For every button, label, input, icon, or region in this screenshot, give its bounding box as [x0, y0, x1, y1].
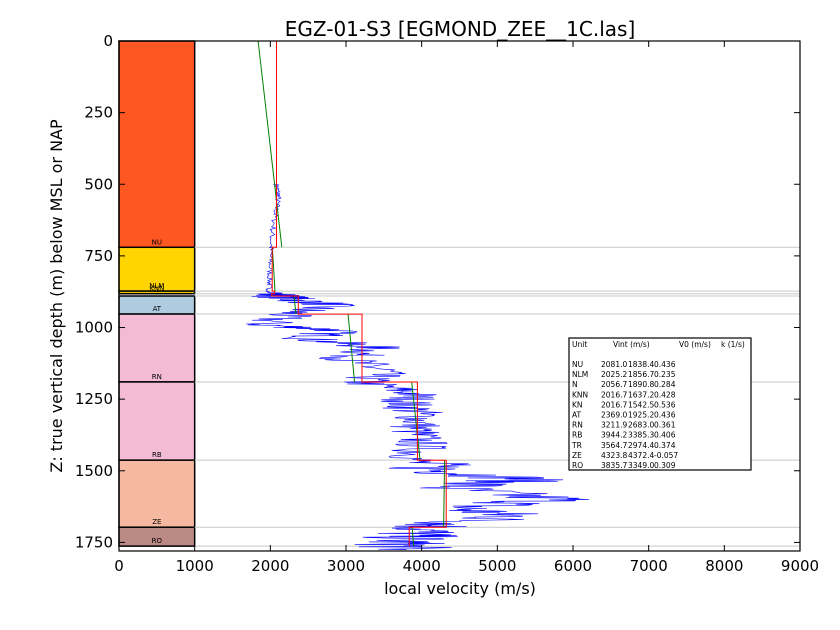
table-cell: 1856.7: [628, 370, 654, 379]
table-header: k (1/s): [721, 340, 745, 349]
x-tick-label: 4000: [403, 557, 441, 575]
interval-velocity-table: Unit Vint (m/s) V0 (m/s) k (1/s) NU 2081.0 183…: [568, 337, 752, 471]
series-interval-velocity: [271, 41, 447, 547]
table-cell: 2081.0: [601, 360, 627, 369]
table-cell: KNN: [572, 390, 588, 399]
table-cell: NU: [572, 360, 583, 369]
table-cell: TR: [571, 441, 582, 450]
table-cell: 2369.0: [601, 411, 627, 420]
table-header: V0 (m/s): [679, 340, 711, 349]
lithology-unit-rn: [118, 313, 196, 383]
lithology-unit-ze: [118, 459, 196, 528]
table-cell: 3564.7: [601, 441, 627, 450]
table-cell: -0.057: [654, 451, 678, 460]
x-tick-label: 5000: [478, 557, 516, 575]
lithology-label-nlm: NLM: [149, 282, 164, 290]
table-cell: 3349.0: [628, 461, 654, 470]
table-cell: 0.428: [654, 390, 676, 399]
table-cell: RB: [572, 431, 582, 440]
series-v0k-segment: [411, 381, 421, 461]
table-cell: 0.436: [654, 360, 676, 369]
x-tick-label: 7000: [630, 557, 668, 575]
table-cell: 3944.2: [601, 431, 627, 440]
table-cell: RN: [572, 421, 583, 430]
lithology-label-rb: RB: [152, 451, 162, 459]
velocity-series: [246, 40, 590, 550]
series-v0k-segment: [271, 247, 276, 292]
lithology-label-ro: RO: [152, 537, 163, 545]
y-tick-label: 1000: [75, 319, 113, 337]
table-cell: 0.374: [654, 441, 676, 450]
lithology-label-knn: KNN: [149, 285, 164, 293]
table-cell: 4372.4: [628, 451, 654, 460]
y-tick-label: 1750: [75, 533, 113, 551]
y-tick-label: 1250: [75, 390, 113, 408]
lithology-label-ze: ZE: [152, 518, 161, 526]
table-cell: 3385.3: [628, 431, 654, 440]
table-cell: 2974.4: [628, 441, 654, 450]
y-tick-label: 250: [84, 104, 113, 122]
table-cell: NLM: [572, 370, 588, 379]
lithology-label-at: AT: [153, 305, 162, 313]
x-tick-label: 6000: [554, 557, 592, 575]
x-tick-label: 3000: [327, 557, 365, 575]
x-tick-label: 1000: [176, 557, 214, 575]
x-axis-label: local velocity (m/s): [384, 579, 536, 598]
table-cell: 2025.2: [601, 370, 627, 379]
table-header: Vint (m/s): [613, 340, 650, 349]
chart-title: EGZ-01-S3 [EGMOND_ZEE__1C.las]: [285, 17, 636, 41]
lithology-label-rn: RN: [152, 373, 162, 381]
table-cell: RO: [572, 461, 583, 470]
table-cell: 1542.5: [628, 400, 654, 409]
table-cell: 0.536: [654, 400, 676, 409]
plot-frame: [118, 40, 801, 552]
axes: 0 1000 2000 3000 4000 5000 6000 7000 8000 9000 0 25…: [75, 32, 819, 575]
table-cell: ZE: [572, 451, 582, 460]
y-axis-label: Z: true vertical depth (m) below MSL or …: [47, 119, 66, 473]
table-cell: N: [572, 380, 578, 389]
series-v0k-segment: [443, 460, 446, 528]
table-cell: 0.309: [654, 461, 676, 470]
table-cell: KN: [572, 400, 583, 409]
table-header: Unit: [572, 340, 587, 349]
table-cell: 0.436: [654, 411, 676, 420]
y-tick-label: 500: [84, 175, 113, 193]
lithology-unit-rb: [118, 381, 196, 461]
table-box: [568, 337, 752, 471]
table-cell: 2683.0: [628, 421, 654, 430]
y-tick-label: 750: [84, 247, 113, 265]
series-v0k-segment: [293, 295, 297, 315]
series-log-velocity: [246, 184, 590, 550]
x-tick-label: 8000: [705, 557, 743, 575]
table-cell: 3211.9: [601, 421, 627, 430]
table-cell: 1925.2: [628, 411, 654, 420]
lithology-label-nu: NU: [152, 238, 162, 246]
table-cell: 2016.7: [601, 390, 627, 399]
series-v0k-segment: [411, 527, 415, 547]
table-cell: 0.284: [654, 380, 676, 389]
table-cell: 1838.4: [628, 360, 654, 369]
x-tick-label: 9000: [781, 557, 819, 575]
table-cell: 1637.2: [628, 390, 654, 399]
lithology-unit-nu: [118, 40, 196, 249]
table-cell: AT: [572, 411, 582, 420]
table-cell: 2016.7: [601, 400, 627, 409]
y-tick-label: 1500: [75, 462, 113, 480]
table-cell: 2056.7: [601, 380, 627, 389]
table-cell: 4323.8: [601, 451, 627, 460]
y-tick-label: 0: [103, 32, 113, 50]
series-v0k-segment: [257, 40, 283, 248]
table-cell: 0.361: [654, 421, 676, 430]
x-tick-label: 2000: [251, 557, 289, 575]
table-cell: 1890.8: [628, 380, 654, 389]
table-cell: 3835.7: [601, 461, 627, 470]
series-v0k-segment: [347, 314, 356, 383]
x-tick-label: 0: [114, 557, 124, 575]
table-cell: 0.406: [654, 431, 676, 440]
table-cell: 0.235: [654, 370, 676, 379]
